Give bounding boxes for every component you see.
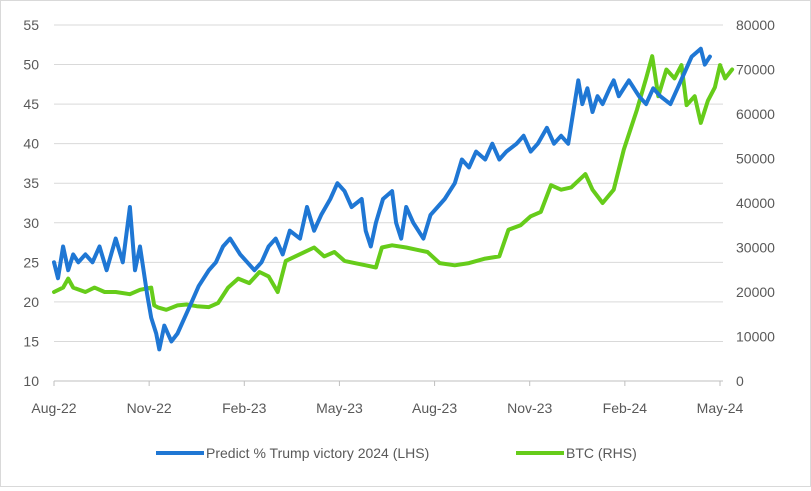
left-tick-label: 20 [23, 294, 39, 310]
right-tick-label: 40000 [736, 195, 775, 211]
left-tick-label: 10 [23, 373, 39, 389]
left-axis-tick-labels: 10 15 20 25 30 35 40 45 50 55 [23, 17, 39, 389]
trump-odds-series-line [52, 46, 712, 352]
x-axis-tick-labels: Aug-22 Nov-22 Feb-23 May-23 Aug-23 Nov-23 Feb-… [31, 381, 744, 416]
left-tick-label: 50 [23, 57, 39, 73]
left-tick-label: 55 [23, 17, 39, 33]
legend: Predict % Trump victory 2024 (LHS) BTC (R… [156, 445, 637, 461]
left-tick-label: 35 [23, 175, 39, 191]
right-axis-tick-labels: 0 10000 20000 30000 40000 50000 60000 70000 8000… [736, 17, 775, 389]
x-tick-label: Aug-23 [412, 400, 457, 416]
x-tick-label: Feb-24 [603, 400, 648, 416]
right-tick-label: 50000 [736, 151, 775, 167]
left-tick-label: 40 [23, 136, 39, 152]
right-tick-label: 10000 [736, 329, 775, 345]
gridlines [54, 24, 723, 342]
series-lines [52, 46, 735, 352]
x-tick-label: Feb-23 [222, 400, 267, 416]
legend-label: Predict % Trump victory 2024 (LHS) [206, 445, 429, 461]
x-tick-label: May-24 [697, 400, 744, 416]
left-tick-label: 30 [23, 215, 39, 231]
right-tick-label: 80000 [736, 17, 775, 33]
btc-series-line [52, 54, 735, 312]
right-tick-label: 20000 [736, 284, 775, 300]
left-tick-label: 15 [23, 333, 39, 349]
x-tick-label: Aug-22 [31, 400, 76, 416]
x-tick-label: Nov-22 [127, 400, 172, 416]
x-tick-label: Nov-23 [507, 400, 552, 416]
left-tick-label: 45 [23, 96, 39, 112]
left-tick-label: 25 [23, 254, 39, 270]
right-tick-label: 30000 [736, 240, 775, 256]
right-tick-label: 0 [736, 373, 744, 389]
legend-label: BTC (RHS) [566, 445, 637, 461]
right-tick-label: 60000 [736, 106, 775, 122]
x-tick-label: May-23 [316, 400, 363, 416]
right-tick-label: 70000 [736, 62, 775, 78]
